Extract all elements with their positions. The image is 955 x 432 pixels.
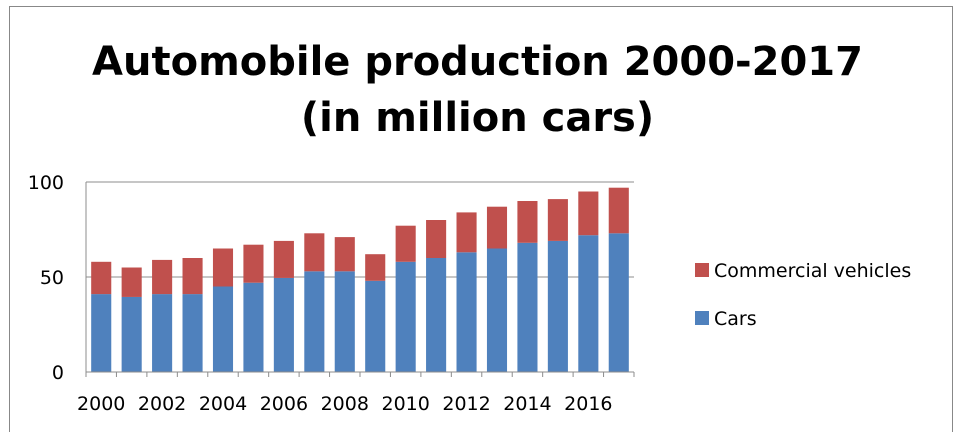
bar-commercial-vehicles-2002 [152, 259, 173, 295]
bar-cars-2010 [395, 261, 416, 372]
chart-title-line-1: Automobile production 2000-2017 [92, 39, 863, 85]
legend-label-cars: Cars [714, 308, 757, 330]
bar-cars-2016 [578, 235, 599, 372]
bar-commercial-vehicles-2004 [212, 248, 234, 287]
chart-title-line-2: (in million cars) [300, 95, 655, 141]
x-tick-label-2006: 2006 [260, 393, 308, 415]
bar-commercial-vehicles-2006 [273, 240, 294, 278]
y-tick-label-0: 0 [52, 362, 64, 384]
legend-swatch-commercial-vehicles [695, 263, 709, 277]
axes: 0 50 100 2000 2002 2004 2006 2008 2010 2012 2014 20… [28, 172, 635, 415]
bar-cars-2002 [152, 294, 173, 372]
bar-commercial-vehicles-2013 [486, 206, 508, 249]
bar-commercial-vehicles-2009 [365, 254, 386, 281]
bar-cars-2009 [365, 280, 386, 372]
bar-commercial-vehicles-2011 [426, 220, 447, 258]
bar-cars-2004 [212, 286, 234, 372]
bar-commercial-vehicles-2016 [578, 191, 599, 236]
chart-title: Automobile production 2000-2017 (in mill… [0, 34, 955, 146]
bar-cars-2011 [426, 258, 447, 372]
bar-commercial-vehicles-2008 [334, 237, 355, 272]
bar-commercial-vehicles-2015 [547, 199, 568, 241]
bar-cars-2013 [486, 248, 508, 372]
x-tick-label-2002: 2002 [138, 393, 186, 415]
y-tick-label-100: 100 [28, 172, 64, 194]
bar-cars-2017 [608, 233, 629, 372]
bar-cars-2006 [273, 277, 294, 372]
legend-swatch-cars [695, 311, 709, 325]
x-tick-label-2014: 2014 [503, 393, 551, 415]
bar-cars-2014 [517, 242, 538, 372]
bar-commercial-vehicles-2014 [517, 201, 538, 243]
bar-cars-2005 [243, 282, 264, 372]
x-tick-label-2004: 2004 [199, 393, 247, 415]
bar-cars-2001 [121, 296, 142, 372]
bar-commercial-vehicles-2005 [243, 244, 264, 283]
x-tick-label-2008: 2008 [321, 393, 369, 415]
bar-commercial-vehicles-2003 [182, 258, 203, 295]
x-tick-label-2010: 2010 [381, 393, 429, 415]
bar-commercial-vehicles-2010 [395, 225, 416, 262]
x-tick-label-2000: 2000 [77, 393, 125, 415]
bar-commercial-vehicles-2007 [304, 233, 325, 272]
bar-commercial-vehicles-2000 [91, 261, 112, 295]
bar-cars-2007 [304, 271, 325, 372]
bar-cars-2000 [91, 294, 112, 372]
bars [91, 187, 629, 372]
x-tick-label-2012: 2012 [442, 393, 490, 415]
bar-commercial-vehicles-2001 [121, 267, 142, 297]
bar-cars-2003 [182, 294, 203, 372]
bar-commercial-vehicles-2017 [608, 187, 629, 234]
bar-cars-2012 [456, 252, 477, 372]
legend: Commercial vehicles Cars [695, 260, 911, 330]
legend-label-commercial-vehicles: Commercial vehicles [714, 260, 911, 282]
y-tick-label-50: 50 [40, 267, 64, 289]
x-tick-label-2016: 2016 [564, 393, 612, 415]
gridlines [86, 181, 634, 278]
bar-cars-2015 [547, 240, 568, 372]
bar-commercial-vehicles-2012 [456, 212, 477, 253]
bar-cars-2008 [334, 271, 355, 372]
